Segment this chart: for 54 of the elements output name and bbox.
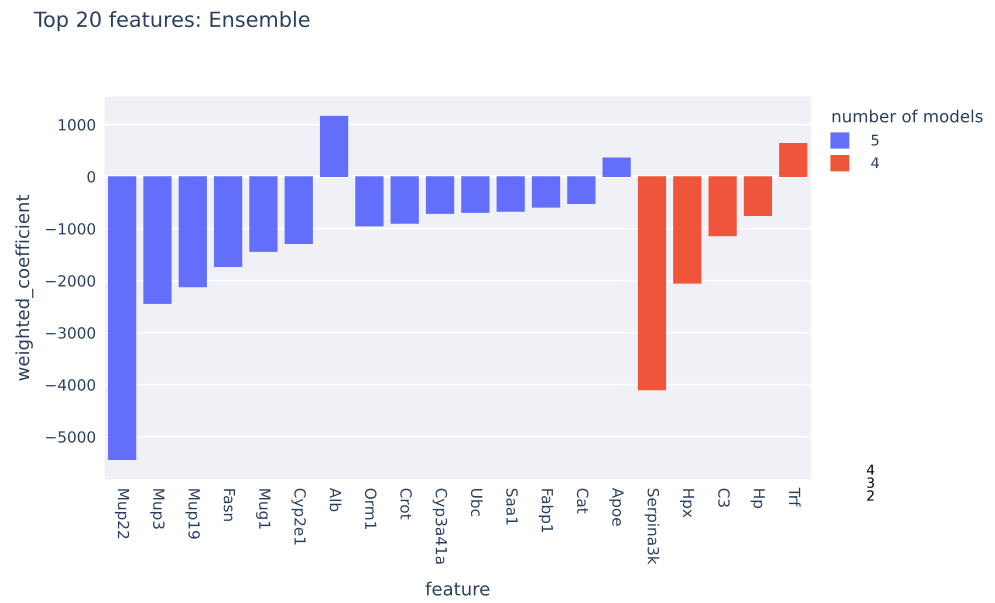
y-tick-label: −5000 — [46, 431, 96, 443]
bar — [496, 176, 525, 212]
bar — [567, 176, 596, 204]
bar — [461, 176, 490, 213]
y-tick-label: 1000 — [58, 119, 96, 131]
bar — [108, 176, 136, 460]
x-tick-label: Mup22 — [114, 489, 130, 538]
x-tick-label: Fabp1 — [538, 489, 554, 532]
x-tick-label: Mup3 — [150, 489, 165, 529]
text: 4 3 2 — [866, 464, 874, 501]
bar — [532, 176, 560, 208]
y-tick-label: −1000 — [46, 223, 96, 235]
y-tick-label: −4000 — [46, 379, 96, 391]
bar — [779, 142, 808, 177]
x-tick-label: Orm1 — [364, 488, 377, 529]
x-tick-label: Alb — [330, 488, 342, 512]
x-tick-label: Cyp3a41a — [432, 488, 448, 564]
x-tick-label: Mug1 — [256, 489, 270, 529]
legend-title: number of models — [832, 110, 983, 123]
bar — [390, 176, 419, 224]
bar — [214, 176, 242, 267]
x-tick-label: Trf — [789, 488, 801, 507]
x-tick-label: Hp — [750, 489, 765, 508]
bar — [249, 176, 278, 252]
chart-title: Top 20 features: Ensemble — [34, 11, 310, 32]
bar — [426, 176, 454, 214]
y-axis-title: weighted_coefficient — [15, 194, 34, 381]
x-tick-label: Cyp2e1 — [291, 488, 306, 545]
x-tick-label: Crot — [400, 488, 412, 520]
legend-label: 5 — [872, 134, 878, 146]
x-tick-label: Apoe — [609, 488, 624, 526]
bar — [638, 176, 666, 390]
bar — [143, 176, 172, 304]
bar — [673, 176, 702, 284]
bar — [602, 158, 631, 177]
bar — [355, 176, 384, 226]
x-tick-label: Fasn — [224, 489, 236, 521]
x-tick-label: Ubc — [470, 489, 483, 516]
x-axis-title: feature — [426, 582, 490, 596]
y-tick-label: 0 — [87, 171, 96, 183]
x-tick-label: Hpx — [680, 489, 694, 518]
bar — [178, 176, 207, 288]
legend-label: 4 — [871, 158, 879, 168]
bar — [320, 116, 348, 177]
x-tick-label: Serpina3k — [644, 488, 660, 565]
y-tick-label: −2000 — [46, 275, 96, 287]
y-tick-label: −3000 — [46, 327, 96, 339]
x-tick-label: Saa1 — [506, 488, 518, 524]
bar — [744, 176, 772, 216]
x-tick-label: C3 — [718, 488, 730, 507]
bar — [708, 176, 737, 236]
bar — [284, 176, 313, 244]
x-tick-label: Cat — [576, 488, 588, 514]
x-tick-label: Mup19 — [185, 489, 200, 539]
